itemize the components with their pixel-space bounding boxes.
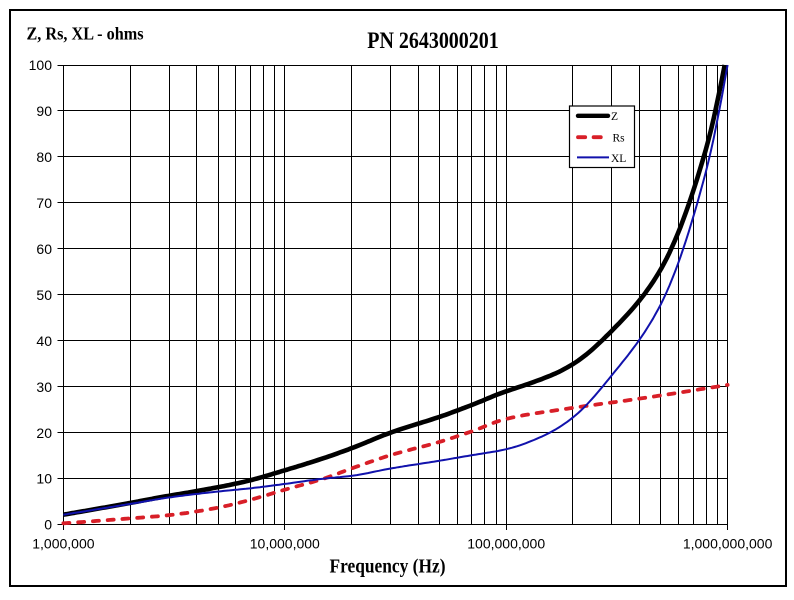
svg-text:100: 100 (29, 57, 53, 73)
svg-text:100,000,000: 100,000,000 (467, 536, 545, 552)
svg-text:XL: XL (611, 153, 626, 165)
svg-text:PN 2643000201: PN 2643000201 (367, 28, 499, 53)
svg-text:Z, Rs, XL - ohms: Z, Rs, XL - ohms (27, 24, 144, 44)
svg-text:10: 10 (36, 471, 52, 487)
svg-text:80: 80 (36, 149, 52, 165)
svg-text:1,000,000: 1,000,000 (32, 536, 94, 552)
svg-text:Z: Z (611, 111, 618, 123)
svg-text:1,000,000,000: 1,000,000,000 (683, 536, 773, 552)
svg-text:60: 60 (36, 241, 52, 257)
svg-text:Frequency (Hz): Frequency (Hz) (330, 555, 446, 577)
svg-text:30: 30 (36, 379, 52, 395)
svg-text:90: 90 (36, 103, 52, 119)
svg-text:10,000,000: 10,000,000 (250, 536, 320, 552)
svg-text:0: 0 (44, 517, 52, 533)
svg-text:50: 50 (36, 287, 52, 303)
svg-text:70: 70 (36, 195, 52, 211)
svg-text:Rs: Rs (613, 133, 626, 145)
svg-text:40: 40 (36, 333, 52, 349)
svg-text:20: 20 (36, 425, 52, 441)
